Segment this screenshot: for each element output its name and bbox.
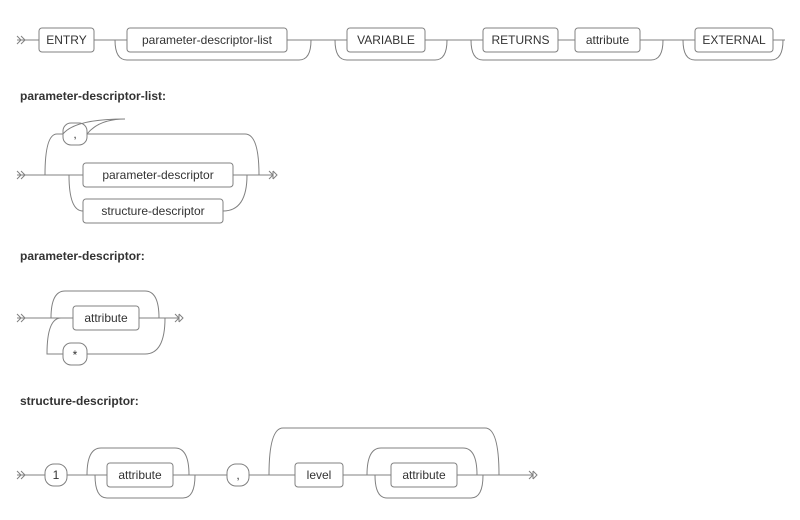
label-sd: structure-descriptor:: [20, 394, 139, 408]
diagram-main: ENTRY parameter-descriptor-list VARIABLE…: [17, 28, 785, 60]
node-one: 1: [53, 468, 60, 482]
node-sd-comma: ,: [236, 468, 239, 482]
node-external: EXTERNAL: [702, 33, 766, 47]
diagram-pd: attribute *: [17, 291, 183, 365]
node-sd-attr2: attribute: [402, 468, 446, 482]
diagram-pdl: , parameter-descriptor structure-descrip…: [17, 119, 277, 223]
railroad-diagrams: ENTRY parameter-descriptor-list VARIABLE…: [15, 15, 785, 505]
diagram-sd: 1 attribute , level attribute: [17, 428, 537, 498]
node-pd-attribute: attribute: [84, 311, 128, 325]
node-pdl: parameter-descriptor-list: [142, 33, 273, 47]
node-variable: VARIABLE: [357, 33, 415, 47]
label-pd: parameter-descriptor:: [20, 249, 145, 263]
node-level: level: [307, 468, 332, 482]
node-entry: ENTRY: [46, 33, 86, 47]
node-attribute: attribute: [586, 33, 630, 47]
node-struct-desc: structure-descriptor: [101, 204, 204, 218]
node-param-desc: parameter-descriptor: [102, 168, 213, 182]
node-returns: RETURNS: [491, 33, 549, 47]
label-pdl: parameter-descriptor-list:: [20, 89, 166, 103]
node-comma: ,: [73, 127, 76, 141]
node-star: *: [73, 348, 78, 362]
node-sd-attr1: attribute: [118, 468, 162, 482]
